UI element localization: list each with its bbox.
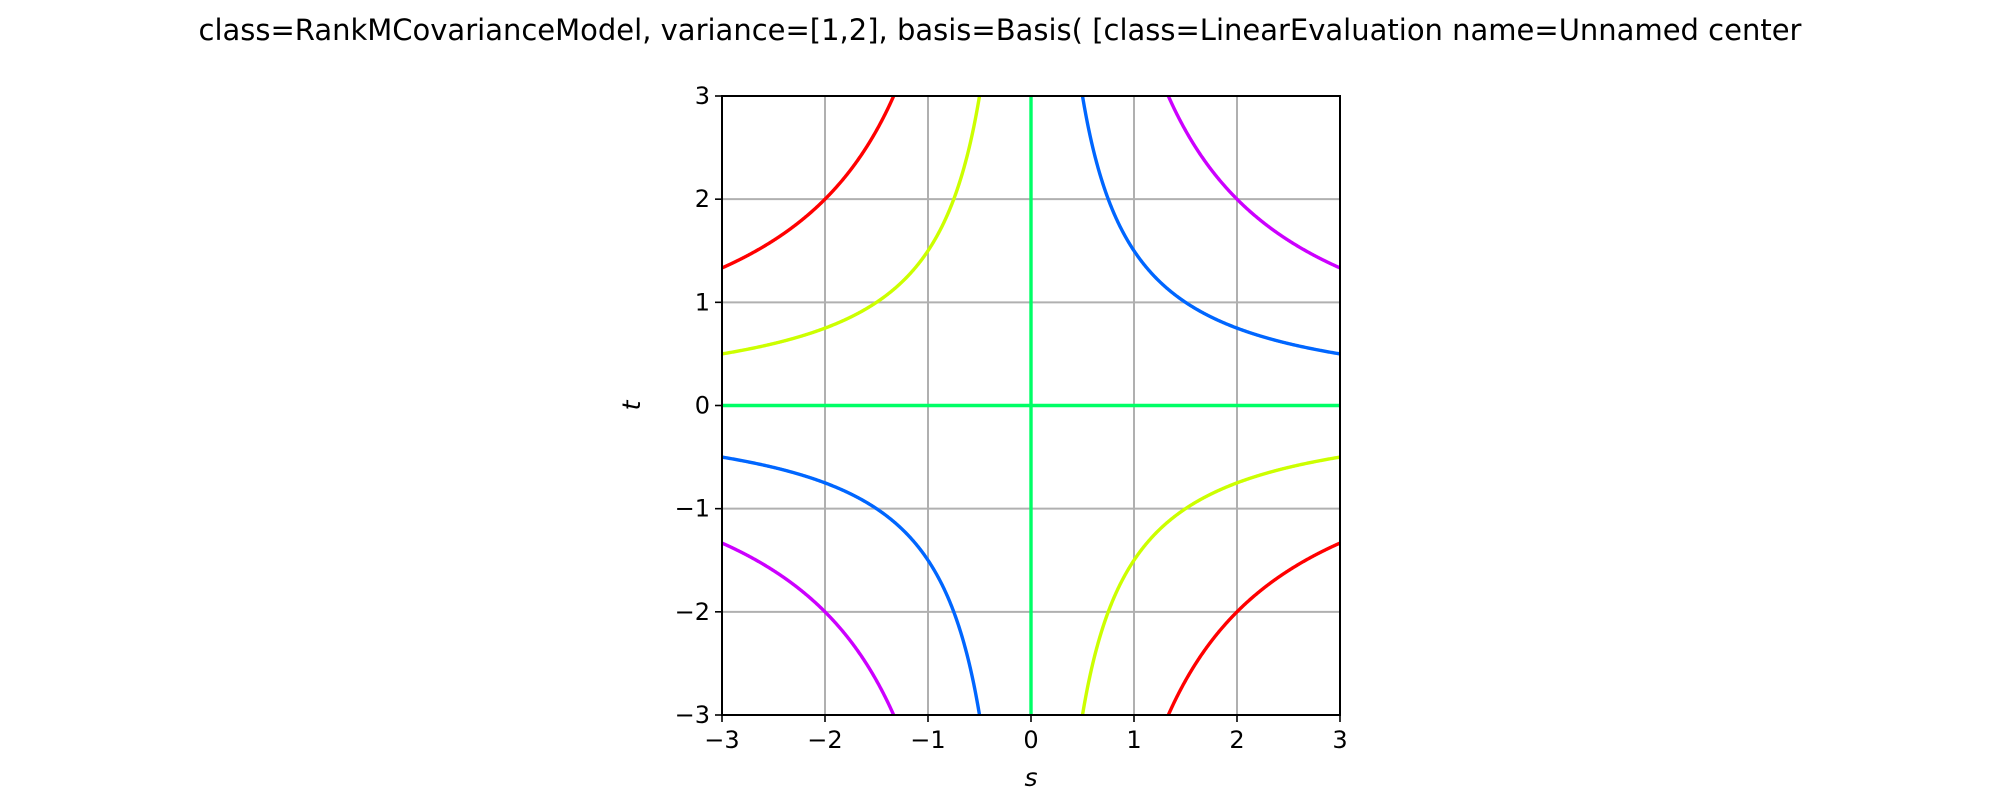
chart-title: class=RankMCovarianceModel, variance=[1,…	[199, 13, 1802, 47]
axis-ticks: −3 −2 −1 0 1 2 3 −3 −2 −1 0 1 2 3	[675, 82, 1348, 754]
x-axis-label: s	[1024, 763, 1037, 792]
contour-line	[1029, 403, 1340, 715]
x-tick-label: 2	[1229, 726, 1244, 754]
contour-line	[720, 95, 896, 270]
y-tick-label: −3	[675, 701, 710, 729]
contour-lines	[720, 95, 1342, 716]
contour-line	[720, 541, 896, 716]
x-tick-label: −2	[807, 726, 842, 754]
y-tick-label: −1	[675, 495, 710, 523]
x-tick-label: 0	[1023, 726, 1038, 754]
y-tick-label: 0	[695, 392, 710, 420]
contour-line	[720, 455, 982, 716]
y-tick-label: −2	[675, 598, 710, 626]
y-axis-label: t	[617, 399, 646, 410]
x-tick-label: 3	[1332, 726, 1347, 754]
y-tick-label: 2	[695, 185, 710, 213]
contour-line	[720, 95, 982, 356]
contour-line	[1166, 95, 1342, 270]
contour-line	[1080, 455, 1342, 716]
y-tick-label: 3	[695, 82, 710, 110]
y-tick-label: 1	[695, 288, 710, 316]
x-tick-label: −3	[704, 726, 739, 754]
contour-line	[1166, 541, 1342, 716]
contour-line	[722, 96, 1033, 408]
x-tick-label: 1	[1126, 726, 1141, 754]
contour-line	[1080, 95, 1342, 356]
x-tick-label: −1	[910, 726, 945, 754]
